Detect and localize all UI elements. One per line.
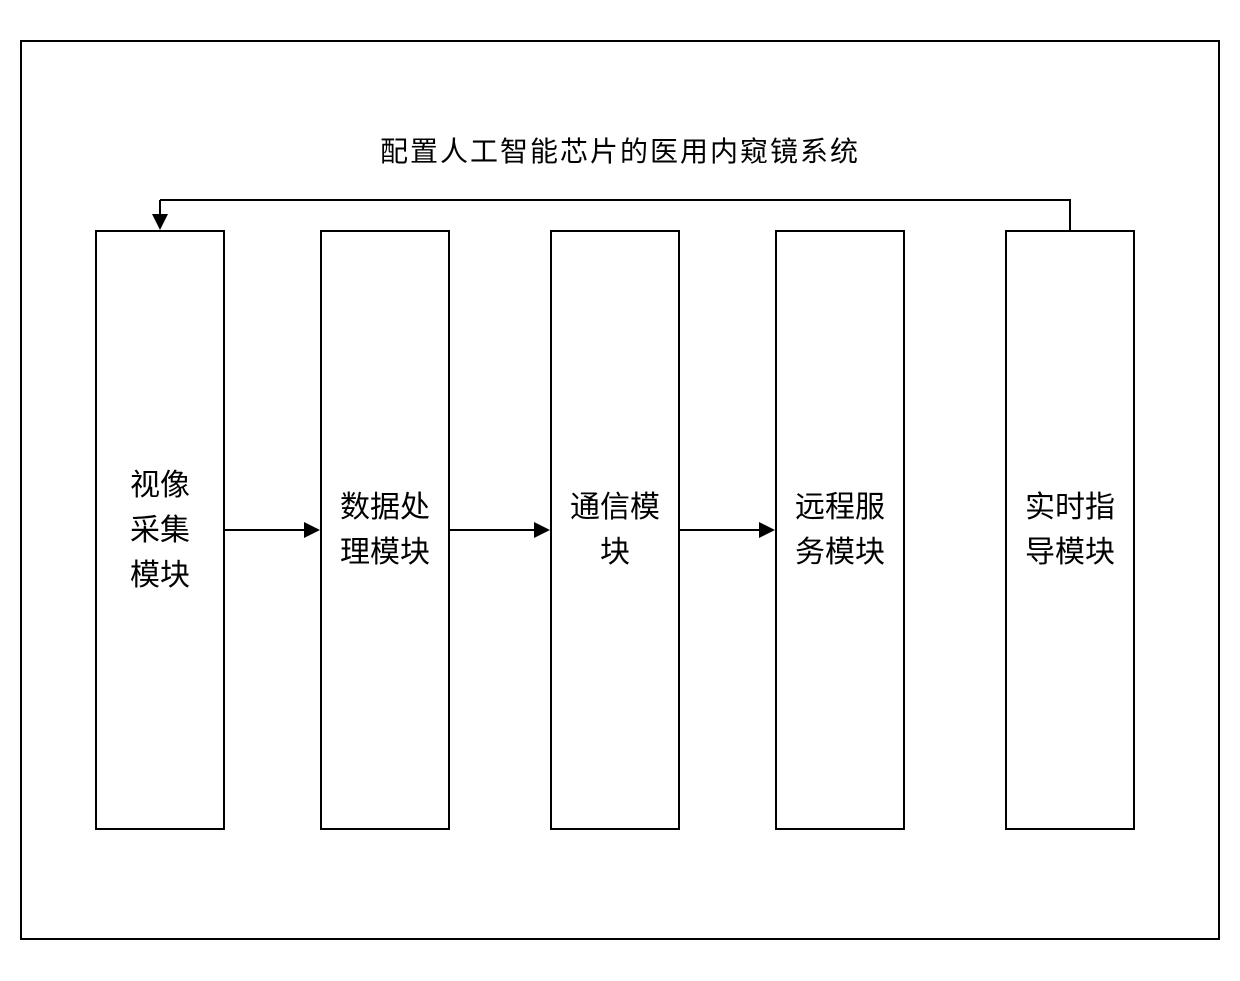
arrow-head-arrow3 — [759, 522, 775, 538]
flowchart-box-box5: 实时指导模块 — [1005, 230, 1135, 830]
flowchart-box-box1: 视像采集模块 — [95, 230, 225, 830]
arrow-line-arrow1 — [225, 529, 304, 531]
feedback-arrow-head — [152, 214, 168, 230]
arrow-head-arrow1 — [304, 522, 320, 538]
flowchart-box-box4: 远程服务模块 — [775, 230, 905, 830]
flowchart-box-box2: 数据处理模块 — [320, 230, 450, 830]
feedback-line-up — [1069, 200, 1071, 230]
arrow-line-arrow3 — [680, 529, 759, 531]
flowchart-box-box3: 通信模块 — [550, 230, 680, 830]
diagram-title: 配置人工智能芯片的医用内窥镜系统 — [380, 130, 860, 170]
flowchart-box-label: 远程服务模块 — [785, 485, 895, 575]
arrow-head-arrow2 — [534, 522, 550, 538]
flowchart-box-label: 通信模块 — [560, 485, 670, 575]
feedback-line-down — [159, 200, 161, 214]
feedback-line-horizontal — [160, 199, 1071, 201]
arrow-line-arrow2 — [450, 529, 534, 531]
flowchart-box-label: 实时指导模块 — [1015, 485, 1125, 575]
flowchart-box-label: 数据处理模块 — [330, 485, 440, 575]
flowchart-box-label: 视像采集模块 — [120, 463, 200, 598]
